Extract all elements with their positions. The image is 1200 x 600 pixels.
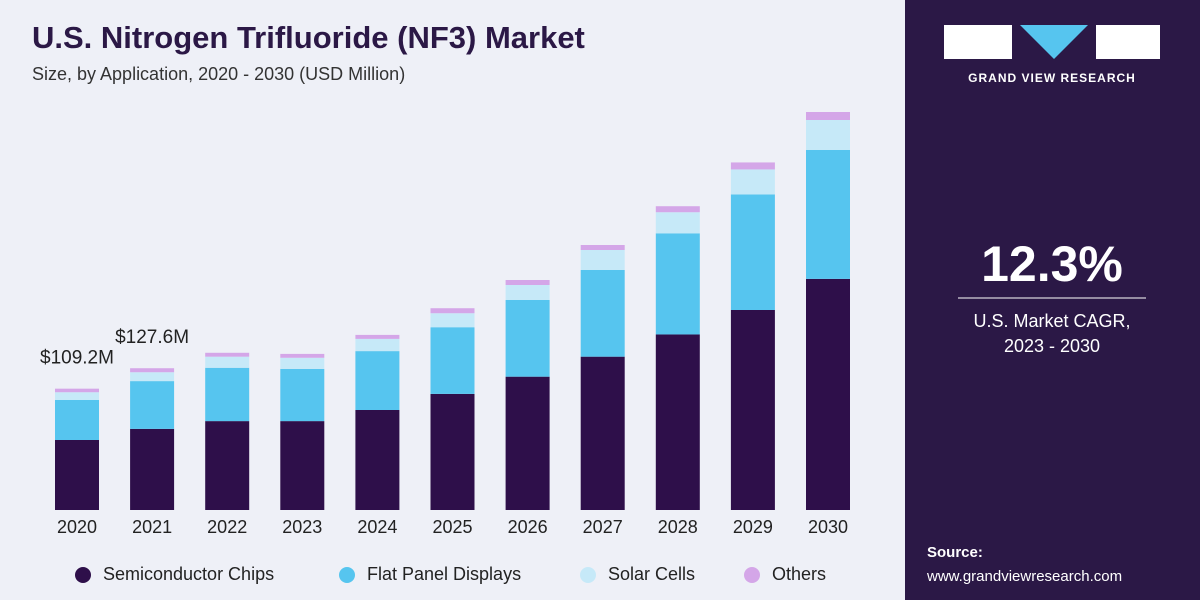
bar-segment: [280, 357, 325, 369]
bar-segment: [580, 245, 625, 250]
cagr-value: 12.3%: [981, 236, 1123, 292]
bar-segment: [55, 388, 99, 393]
bar-segment: [655, 334, 700, 510]
bar-segment: [730, 194, 775, 310]
bar-segment: [580, 356, 625, 510]
bar-segment: [355, 338, 400, 352]
legend-marker: [744, 567, 760, 583]
x-tick-label: 2027: [583, 517, 623, 537]
bar-segment: [730, 310, 775, 510]
bar-segment: [55, 400, 99, 440]
bar-segment: [55, 440, 99, 510]
bar-segment: [130, 372, 175, 382]
x-tick-label: 2030: [808, 517, 848, 537]
bar-segment: [505, 300, 550, 377]
bar-segment: [730, 162, 775, 170]
legend-label: Others: [772, 564, 826, 584]
bar-segment: [430, 308, 475, 314]
bar-segment: [430, 393, 475, 510]
bar-segment: [730, 169, 775, 195]
bar-segment: [205, 421, 250, 510]
bar-segment: [280, 368, 325, 422]
bar-segment: [355, 410, 400, 510]
bar-segment: [806, 150, 850, 279]
bar-segment: [655, 212, 700, 234]
bar-segment: [130, 428, 175, 510]
bar-segment: [806, 278, 850, 510]
x-tick-label: 2022: [207, 517, 247, 537]
bar-segment: [505, 376, 550, 510]
bar-segment: [280, 353, 325, 358]
x-tick-label: 2026: [508, 517, 548, 537]
brand: GRAND VIEW RESEARCH: [968, 71, 1136, 85]
chart-title: U.S. Nitrogen Trifluoride (NF3) Market: [32, 20, 585, 55]
logo-r: [1096, 25, 1160, 59]
x-tick-label: 2023: [282, 517, 322, 537]
x-tick-label: 2025: [432, 517, 472, 537]
bar-segment: [655, 206, 700, 213]
legend-marker: [580, 567, 596, 583]
source-label: Source:: [927, 544, 983, 561]
bar-segment: [280, 421, 325, 510]
bar-segment: [130, 368, 175, 373]
bar-segment: [205, 352, 250, 357]
bar-segment: [806, 112, 850, 120]
legend-label: Semiconductor Chips: [103, 564, 274, 584]
bar-segment: [55, 392, 99, 400]
bar-segment: [130, 381, 175, 429]
cagr-label: U.S. Market CAGR,: [973, 311, 1130, 331]
value-label: $109.2M: [40, 348, 114, 369]
bar-segment: [505, 280, 550, 285]
bar-segment: [355, 334, 400, 339]
x-tick-label: 2021: [132, 517, 172, 537]
bar-segment: [505, 285, 550, 300]
bar-segment: [655, 233, 700, 335]
logo-v: [1020, 25, 1088, 59]
x-tick-label: 2028: [658, 517, 698, 537]
bar-segment: [430, 327, 475, 394]
cagr-label: 2023 - 2030: [1004, 336, 1100, 356]
legend-label: Flat Panel Displays: [367, 564, 521, 584]
bar-segment: [580, 270, 625, 357]
side-panel: [905, 0, 1200, 600]
x-tick-label: 2024: [357, 517, 397, 537]
logo: [944, 25, 1160, 59]
chart-subtitle: Size, by Application, 2020 - 2030 (USD M…: [32, 64, 405, 84]
bar-segment: [430, 313, 475, 328]
bar-segment: [806, 120, 850, 150]
value-label: $127.6M: [115, 327, 189, 348]
bar-segment: [205, 356, 250, 368]
bar-segment: [355, 351, 400, 410]
bar-segment: [205, 367, 250, 422]
bar-segment: [580, 250, 625, 270]
x-tick-label: 2029: [733, 517, 773, 537]
legend-label: Solar Cells: [608, 564, 695, 584]
legend-marker: [339, 567, 355, 583]
x-tick-label: 2020: [57, 517, 97, 537]
source-url: www.grandviewresearch.com: [926, 568, 1122, 585]
legend-marker: [75, 567, 91, 583]
logo-g: [944, 25, 1012, 59]
